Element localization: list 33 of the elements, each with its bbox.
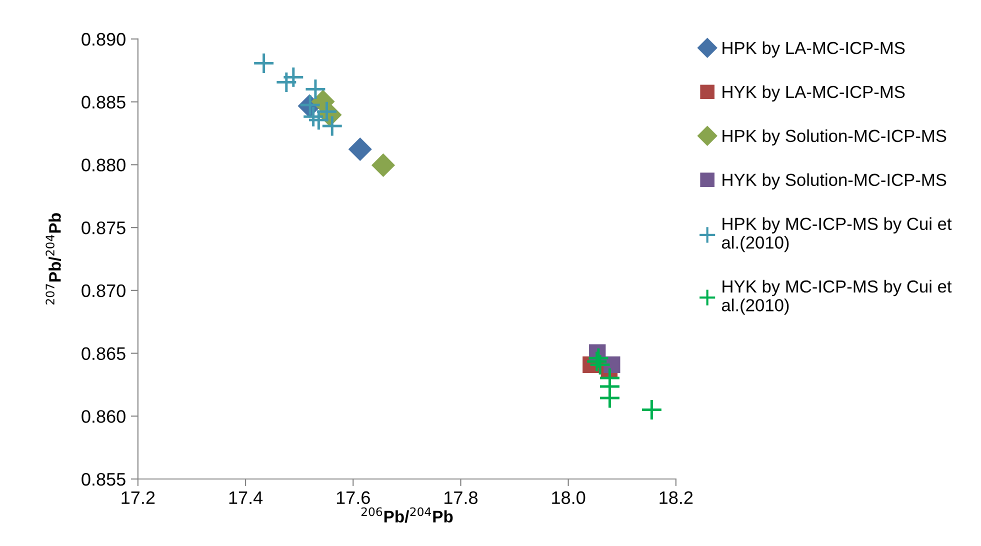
point — [304, 78, 326, 100]
y-tick-label: 0.880 — [82, 158, 126, 172]
point — [321, 115, 344, 137]
x-tick-label: 17.6 — [336, 491, 370, 504]
point — [275, 71, 298, 94]
x-tick-label: 18.2 — [660, 491, 693, 504]
y-axis-title: $^{207}$Pb/$^{204}$Pb — [46, 213, 62, 304]
y-tick-label: 0.865 — [82, 347, 126, 360]
y-tick-label: 0.870 — [82, 284, 126, 298]
x-axis-title: $^{206}$Pb/$^{204}$Pb — [361, 507, 453, 523]
point — [372, 154, 395, 177]
y-tick-label: 0.875 — [82, 222, 126, 234]
point — [348, 138, 372, 161]
y-tick-label: 0.855 — [82, 472, 126, 486]
x-tick-label: 17.8 — [444, 491, 478, 504]
legend-label: HYK by LA-MC-ICP-MS — [722, 85, 905, 102]
x-tick-label: 18.0 — [552, 491, 586, 504]
y-tick-label: 0.885 — [82, 96, 126, 109]
legend-label: HPK by MC-ICP-MS by Cui et al.(2010) — [722, 217, 952, 252]
y-tick-label: 0.890 — [82, 32, 126, 46]
legend-label: HPK by Solution-MC-ICP-MS — [722, 129, 946, 146]
x-tick-label: 17.2 — [122, 491, 155, 504]
legend-label: HYK by MC-ICP-MS by Cui et al.(2010) — [722, 280, 952, 315]
point — [598, 387, 621, 410]
point — [302, 106, 324, 128]
legend-label: HPK by LA-MC-ICP-MS — [722, 41, 905, 58]
legend-label: HYK by Solution-MC-ICP-MS — [722, 173, 946, 190]
x-tick-label: 17.4 — [229, 491, 263, 504]
point — [589, 354, 612, 376]
point — [282, 66, 304, 88]
y-tick-label: 0.860 — [82, 410, 126, 423]
point — [640, 398, 663, 421]
point — [252, 52, 275, 74]
